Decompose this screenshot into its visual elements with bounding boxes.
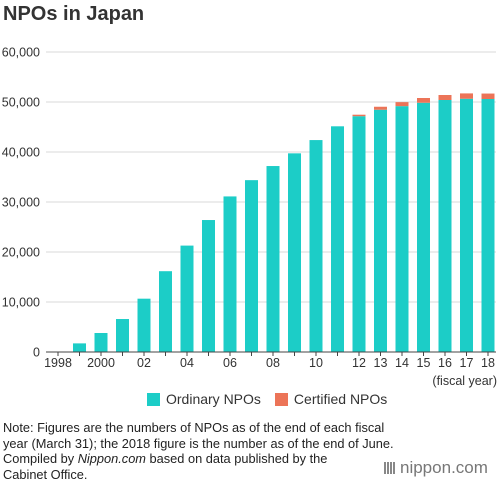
bar-ordinary-npos xyxy=(159,271,172,352)
legend-item-certified: Certified NPOs xyxy=(275,391,387,407)
y-tick-label: 20,000 xyxy=(2,246,40,260)
bar-ordinary-npos xyxy=(73,343,86,352)
footnote-source: Nippon.com xyxy=(78,451,146,466)
bar-ordinary-npos xyxy=(460,99,473,352)
footnote-compiled-by: Compiled by xyxy=(3,451,78,466)
bar-chart: 0 10,000 20,000 30,000 40,000 50,000 60,000 19… xyxy=(0,0,500,390)
footnote-data-from: based on data published by the xyxy=(146,451,327,466)
footnote: Note: Figures are the numbers of NPOs as… xyxy=(3,420,423,482)
bar-ordinary-npos xyxy=(331,126,344,352)
bar-certified-npos xyxy=(439,95,452,100)
bar-ordinary-npos xyxy=(310,140,323,352)
x-tick-label: 15 xyxy=(417,356,431,370)
bar-certified-npos xyxy=(417,98,430,103)
legend-label-ordinary: Ordinary NPOs xyxy=(166,391,261,407)
x-tick-labels: 1998 2000 02 04 06 08 10 12 13 14 15 16 17 18 xyxy=(44,352,495,370)
bar-ordinary-npos xyxy=(116,319,129,352)
bar-ordinary-npos xyxy=(396,106,409,352)
y-tick-label: 50,000 xyxy=(2,96,40,110)
bar-certified-npos xyxy=(374,107,387,110)
x-tick-label: 16 xyxy=(438,356,452,370)
x-tick-label: 10 xyxy=(309,356,323,370)
bar-ordinary-npos xyxy=(374,110,387,352)
y-tick-label: 0 xyxy=(33,346,40,360)
y-tick-label: 60,000 xyxy=(2,46,40,60)
legend-swatch-ordinary xyxy=(147,393,160,406)
x-tick-label: 12 xyxy=(352,356,366,370)
brand-name: nippon xyxy=(400,458,451,478)
y-tick-labels: 0 10,000 20,000 30,000 40,000 50,000 60,000 xyxy=(2,46,40,360)
footnote-line-3: Compiled by Nippon.com based on data pub… xyxy=(3,451,423,467)
x-tick-label: 08 xyxy=(266,356,280,370)
x-tick-label: 1998 xyxy=(44,356,72,370)
bar-ordinary-npos xyxy=(482,99,495,352)
bar-ordinary-npos xyxy=(267,166,280,352)
x-axis-label: (fiscal year) xyxy=(432,374,497,388)
bar-ordinary-npos xyxy=(202,220,215,352)
bar-ordinary-npos xyxy=(288,153,301,352)
nippon-logo-icon xyxy=(384,462,396,474)
x-tick-label: 18 xyxy=(481,356,495,370)
x-tick-label: 2000 xyxy=(87,356,115,370)
footnote-line-1: Note: Figures are the numbers of NPOs as… xyxy=(3,420,423,436)
bar-ordinary-npos xyxy=(181,246,194,352)
legend: Ordinary NPOs Certified NPOs xyxy=(147,390,401,408)
x-tick-label: 06 xyxy=(223,356,237,370)
bars xyxy=(52,93,495,352)
y-tick-label: 10,000 xyxy=(2,296,40,310)
bar-certified-npos xyxy=(396,102,409,106)
bar-certified-npos xyxy=(460,93,473,98)
legend-label-certified: Certified NPOs xyxy=(294,391,387,407)
bar-certified-npos xyxy=(482,94,495,99)
y-tick-label: 40,000 xyxy=(2,146,40,160)
brand-logo: nippon.com xyxy=(384,458,488,478)
y-tick-label: 30,000 xyxy=(2,196,40,210)
x-tick-label: 13 xyxy=(374,356,388,370)
x-tick-label: 17 xyxy=(460,356,474,370)
footnote-line-2: year (March 31); the 2018 figure is the … xyxy=(3,436,423,452)
x-tick-label: 02 xyxy=(137,356,151,370)
x-tick-label: 14 xyxy=(395,356,409,370)
bar-ordinary-npos xyxy=(138,299,151,352)
legend-item-ordinary: Ordinary NPOs xyxy=(147,391,261,407)
bar-ordinary-npos xyxy=(224,196,237,352)
bar-ordinary-npos xyxy=(353,116,366,352)
bar-certified-npos xyxy=(353,115,366,117)
legend-swatch-certified xyxy=(275,393,288,406)
x-tick-label: 04 xyxy=(180,356,194,370)
bar-ordinary-npos xyxy=(439,100,452,352)
bar-ordinary-npos xyxy=(417,103,430,352)
bar-ordinary-npos xyxy=(245,180,258,352)
bar-ordinary-npos xyxy=(95,333,108,352)
brand-suffix: .com xyxy=(451,458,488,478)
